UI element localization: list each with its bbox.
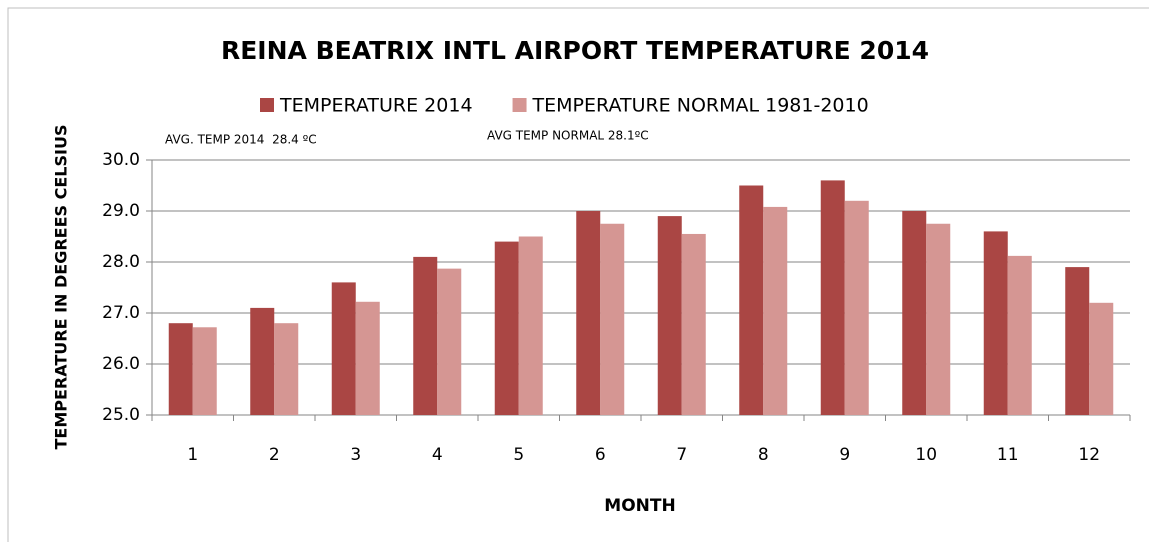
legend-label: TEMPERATURE NORMAL 1981-2010 xyxy=(532,95,869,117)
legend-swatch xyxy=(512,98,527,112)
x-tick-label: 5 xyxy=(513,445,524,465)
bar xyxy=(437,268,462,415)
bar xyxy=(902,211,927,415)
x-tick-label: 9 xyxy=(839,445,850,465)
y-tick-label: 30.0 xyxy=(102,150,140,170)
bar xyxy=(763,206,788,415)
bar xyxy=(820,180,845,415)
bar xyxy=(413,256,438,415)
bar xyxy=(926,223,951,415)
y-tick-label: 25.0 xyxy=(102,405,140,425)
y-tick-label: 29.0 xyxy=(102,201,140,221)
bar xyxy=(192,327,217,415)
y-axis-title: TEMPERATURE IN DEGREES CELSIUS xyxy=(52,125,71,450)
x-tick-label: 10 xyxy=(915,445,937,465)
bar xyxy=(168,323,193,415)
x-tick-label: 3 xyxy=(350,445,361,465)
x-tick-label: 2 xyxy=(269,445,280,465)
x-axis-title: MONTH xyxy=(604,496,675,516)
bar xyxy=(1065,267,1090,415)
x-tick-label: 4 xyxy=(432,445,443,465)
bar xyxy=(518,236,543,415)
bar xyxy=(274,323,299,415)
bar xyxy=(739,185,764,415)
bar xyxy=(600,223,625,415)
bar xyxy=(331,282,356,415)
annotation: AVG TEMP NORMAL 28.1ºC xyxy=(487,129,649,143)
y-tick-label: 27.0 xyxy=(102,303,140,323)
bar xyxy=(576,211,601,415)
annotation: AVG. TEMP 2014 28.4 ºC xyxy=(165,133,317,147)
chart-border xyxy=(7,7,1149,542)
bar xyxy=(1089,302,1114,415)
bar xyxy=(494,241,519,415)
x-tick-label: 7 xyxy=(676,445,687,465)
bar xyxy=(657,216,682,415)
x-tick-label: 1 xyxy=(187,445,198,465)
x-tick-label: 11 xyxy=(997,445,1019,465)
bar xyxy=(250,307,275,415)
x-tick-label: 6 xyxy=(595,445,606,465)
y-tick-label: 28.0 xyxy=(102,252,140,272)
x-tick-label: 8 xyxy=(758,445,769,465)
bar xyxy=(355,301,380,415)
legend-label: TEMPERATURE 2014 xyxy=(279,95,473,117)
bar xyxy=(844,200,869,415)
x-tick-label: 12 xyxy=(1078,445,1100,465)
legend-swatch xyxy=(260,98,274,112)
bar xyxy=(983,231,1008,415)
bar xyxy=(1007,255,1032,415)
y-tick-label: 26.0 xyxy=(102,354,140,374)
chart-title: REINA BEATRIX INTL AIRPORT TEMPERATURE 2… xyxy=(221,36,929,65)
bar xyxy=(681,233,706,415)
